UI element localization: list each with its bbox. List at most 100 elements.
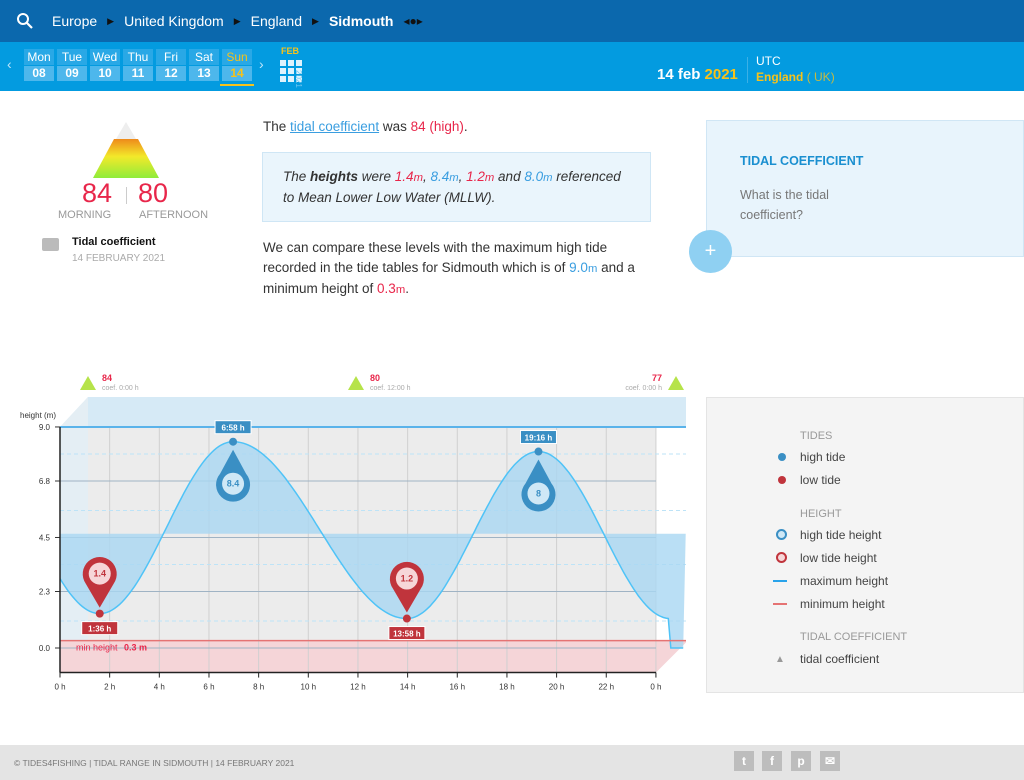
day-number: 14: [222, 66, 252, 81]
x-tick-label: 14 h: [400, 683, 416, 692]
low-tide-point: [402, 614, 411, 623]
coefficient-pyramid-icon: [93, 122, 159, 178]
x-tick-label: 0 h: [650, 683, 661, 692]
coefficient-time: coef. 12:00 h: [370, 385, 411, 392]
time-badge: [519, 430, 557, 445]
date-display: 14 feb 2021: [657, 66, 738, 83]
tide-height-label: 8: [536, 489, 541, 499]
day-number: 09: [57, 66, 87, 81]
x-tick-label: 20 h: [549, 683, 565, 692]
calendar-grid-icon[interactable]: [280, 60, 302, 82]
x-tick-label: 0 h: [54, 683, 65, 692]
min-line-icon: [773, 603, 787, 605]
crumb-europe[interactable]: Europe: [52, 13, 98, 29]
high-tide-point: [229, 437, 238, 446]
time-badge: [214, 420, 252, 435]
day-tab-sun[interactable]: Sun 14: [220, 49, 254, 86]
coefficient-sentence: The tidal coefficient was 84 (high).: [263, 119, 468, 134]
legend-item: high tide: [800, 450, 846, 464]
day-name: Sat: [189, 49, 219, 65]
low-tide-marker-icon: [776, 552, 787, 563]
expand-button[interactable]: +: [689, 230, 732, 273]
day-tab-thu[interactable]: Thu 11: [123, 49, 153, 81]
coef-morning: 84: [82, 178, 113, 208]
legend-heading: TIDES: [800, 430, 833, 442]
marker-inner: [527, 482, 550, 505]
legend-item: tidal coefficient: [800, 652, 880, 666]
info-card: TIDAL COEFFICIENT What is the tidal coef…: [706, 120, 1024, 257]
breadcrumb-bar: Europe ▶ United Kingdom ▶ England ▶ Sidmout…: [0, 0, 1024, 42]
low-tide-point: [95, 609, 104, 618]
legend-item: minimum height: [800, 597, 885, 611]
y-tick-label: 2.3: [39, 588, 51, 597]
y-tick-label: 6.8: [39, 477, 51, 486]
prev-day-icon[interactable]: ‹: [7, 56, 12, 72]
high-tide-dot-icon: [778, 453, 786, 461]
tidal-coefficient-link[interactable]: tidal coefficient: [290, 119, 380, 134]
x-tick-label: 18 h: [499, 683, 515, 692]
morning-label: MORNING: [58, 209, 112, 221]
comparison-paragraph: We can compare these levels with the max…: [263, 240, 635, 296]
comment-icon[interactable]: [42, 238, 59, 251]
crumb-sep: ▶: [107, 15, 115, 26]
day-tab-tue[interactable]: Tue 09: [57, 49, 87, 81]
coefficient-triangle-icon: [668, 376, 684, 390]
email-icon[interactable]: ✉: [820, 751, 840, 771]
day-tab-fri[interactable]: Fri 12: [156, 49, 186, 81]
calendar-year: 2021: [294, 70, 303, 88]
crumb-sep: ▶: [312, 15, 319, 26]
time-badge: [388, 626, 426, 641]
next-day-icon[interactable]: ›: [259, 56, 264, 72]
crumb-uk[interactable]: United Kingdom: [124, 13, 224, 29]
day-tab-sat[interactable]: Sat 13: [189, 49, 219, 81]
low-tide-dot-icon: [778, 476, 786, 484]
coefficient-value: 84: [102, 373, 112, 383]
max-band: [60, 397, 686, 427]
timezone: UTC: [756, 54, 781, 68]
coefficient-triangle-icon: [80, 376, 96, 390]
legend-heading: HEIGHT: [800, 508, 842, 520]
search-icon[interactable]: [16, 12, 34, 30]
tide-height-label: 1.2: [401, 574, 414, 584]
x-tick-label: 12 h: [350, 683, 366, 692]
pinterest-icon[interactable]: p: [791, 751, 811, 771]
day-number: 11: [123, 66, 153, 81]
day-number: 08: [24, 66, 54, 81]
day-selector: ‹ Mon 08 Tue 09 Wed 10 Thu 11 Fri 12 Sat 13 Sun 14 › …: [0, 42, 1024, 91]
legend-item: high tide height: [800, 528, 882, 542]
x-tick-label: 6 h: [203, 683, 214, 692]
calendar-month[interactable]: FEB: [281, 46, 299, 56]
card-body: What is the tidal coefficient?: [740, 188, 829, 222]
day-number: 10: [90, 66, 120, 81]
x-tick-label: 16 h: [449, 683, 465, 692]
facebook-icon[interactable]: f: [762, 751, 782, 771]
coef-afternoon: 80: [138, 178, 169, 208]
tide-time-label: 1:36 h: [88, 625, 111, 634]
footer: © TIDES4FISHING | TIDAL RANGE IN SIDMOUT…: [0, 745, 1024, 780]
tide-height-label: 8.4: [227, 479, 240, 489]
tide-time-label: 13:58 h: [393, 630, 421, 639]
legend-item: low tide height: [800, 551, 877, 565]
region: England ( UK): [756, 70, 835, 84]
min-height-value: 0.3 m: [124, 643, 147, 653]
crumb-sep: ▶: [233, 15, 241, 26]
min-band: [60, 640, 686, 673]
marker-inner: [88, 562, 111, 585]
coefficient-time: coef. 0:00 h: [625, 385, 662, 392]
day-name: Tue: [57, 49, 87, 65]
day-tab-wed[interactable]: Wed 10: [90, 49, 120, 81]
y-axis-label: height (m): [20, 411, 56, 420]
coefficient-triangle-icon: [348, 376, 364, 390]
crumb-england[interactable]: England: [250, 13, 303, 29]
legend-item: low tide: [800, 473, 841, 487]
y-tick-label: 4.5: [39, 533, 51, 542]
twitter-icon[interactable]: t: [734, 751, 754, 771]
tide-time-label: 6:58 h: [222, 424, 245, 433]
x-tick-label: 10 h: [301, 683, 317, 692]
divider: [747, 57, 748, 83]
day-name: Sun: [222, 49, 252, 65]
fish-icon: ◂●▸: [403, 14, 423, 28]
day-name: Wed: [90, 49, 120, 65]
high-tide-point: [534, 447, 543, 456]
day-tab-mon[interactable]: Mon 08: [24, 49, 54, 81]
